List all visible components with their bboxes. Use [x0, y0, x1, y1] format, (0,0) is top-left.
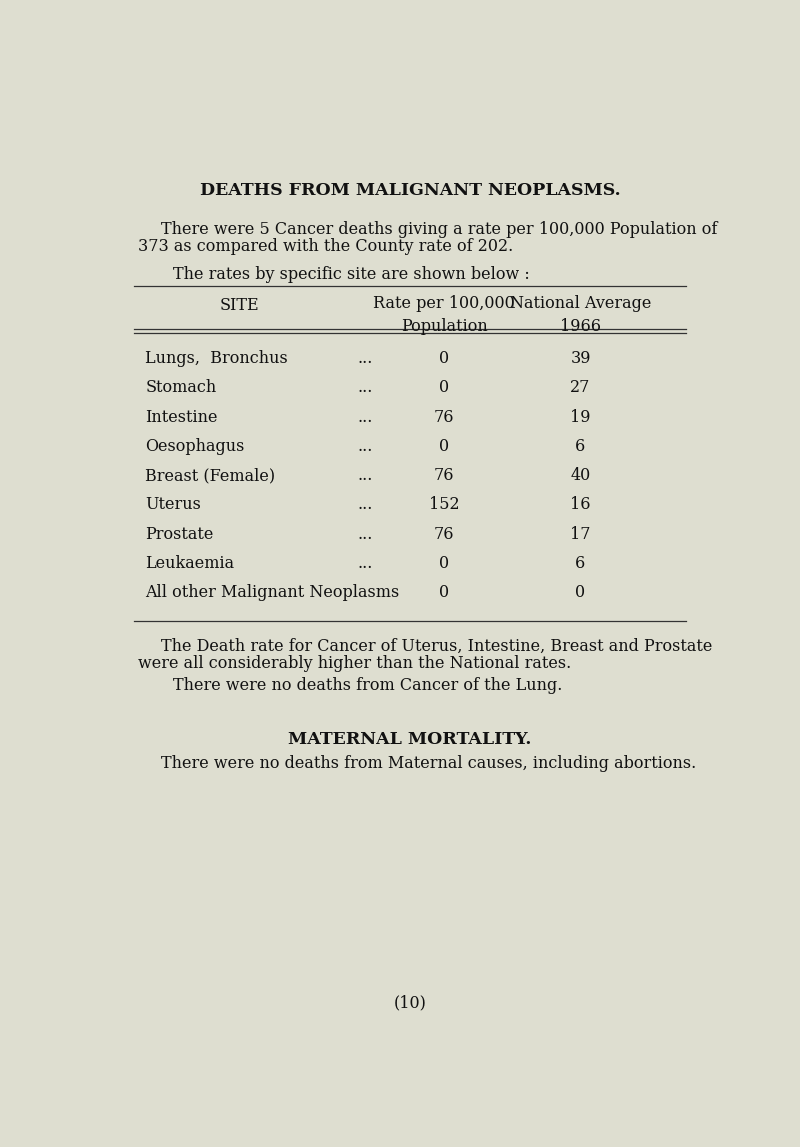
Text: 0: 0	[439, 438, 449, 455]
Text: 0: 0	[575, 584, 586, 601]
Text: Leukaemia: Leukaemia	[146, 555, 234, 572]
Text: Oesophagus: Oesophagus	[146, 438, 245, 455]
Text: ...: ...	[358, 525, 373, 543]
Text: ...: ...	[358, 350, 373, 367]
Text: Lungs,  Bronchus: Lungs, Bronchus	[146, 350, 288, 367]
Text: 152: 152	[429, 497, 459, 514]
Text: 0: 0	[439, 584, 449, 601]
Text: 40: 40	[570, 467, 590, 484]
Text: There were no deaths from Cancer of the Lung.: There were no deaths from Cancer of the …	[173, 677, 562, 694]
Text: ...: ...	[358, 408, 373, 426]
Text: ...: ...	[358, 467, 373, 484]
Text: There were no deaths from Maternal causes, including abortions.: There were no deaths from Maternal cause…	[161, 755, 696, 772]
Text: Stomach: Stomach	[146, 380, 217, 397]
Text: 76: 76	[434, 467, 454, 484]
Text: SITE: SITE	[220, 297, 259, 314]
Text: Breast (Female): Breast (Female)	[146, 467, 275, 484]
Text: 6: 6	[575, 555, 586, 572]
Text: National Average
1966: National Average 1966	[510, 296, 651, 335]
Text: Uterus: Uterus	[146, 497, 201, 514]
Text: 19: 19	[570, 408, 590, 426]
Text: MATERNAL MORTALITY.: MATERNAL MORTALITY.	[288, 731, 532, 748]
Text: 27: 27	[570, 380, 590, 397]
Text: were all considerably higher than the National rates.: were all considerably higher than the Na…	[138, 655, 572, 672]
Text: 39: 39	[570, 350, 590, 367]
Text: 16: 16	[570, 497, 590, 514]
Text: 6: 6	[575, 438, 586, 455]
Text: DEATHS FROM MALIGNANT NEOPLASMS.: DEATHS FROM MALIGNANT NEOPLASMS.	[200, 182, 620, 200]
Text: Prostate: Prostate	[146, 525, 214, 543]
Text: 0: 0	[439, 380, 449, 397]
Text: ...: ...	[358, 380, 373, 397]
Text: ...: ...	[358, 438, 373, 455]
Text: 17: 17	[570, 525, 590, 543]
Text: 0: 0	[439, 555, 449, 572]
Text: The Death rate for Cancer of Uterus, Intestine, Breast and Prostate: The Death rate for Cancer of Uterus, Int…	[161, 638, 712, 655]
Text: 0: 0	[439, 350, 449, 367]
Text: ...: ...	[358, 497, 373, 514]
Text: There were 5 Cancer deaths giving a rate per 100,000 Population of: There were 5 Cancer deaths giving a rate…	[161, 221, 717, 237]
Text: ...: ...	[358, 555, 373, 572]
Text: 373 as compared with the County rate of 202.: 373 as compared with the County rate of …	[138, 237, 514, 255]
Text: Intestine: Intestine	[146, 408, 218, 426]
Text: Rate per 100,000
Population: Rate per 100,000 Population	[374, 296, 515, 335]
Text: (10): (10)	[394, 994, 426, 1011]
Text: 76: 76	[434, 525, 454, 543]
Text: The rates by specific site are shown below :: The rates by specific site are shown bel…	[173, 266, 530, 283]
Text: 76: 76	[434, 408, 454, 426]
Text: All other Malignant Neoplasms: All other Malignant Neoplasms	[146, 584, 399, 601]
